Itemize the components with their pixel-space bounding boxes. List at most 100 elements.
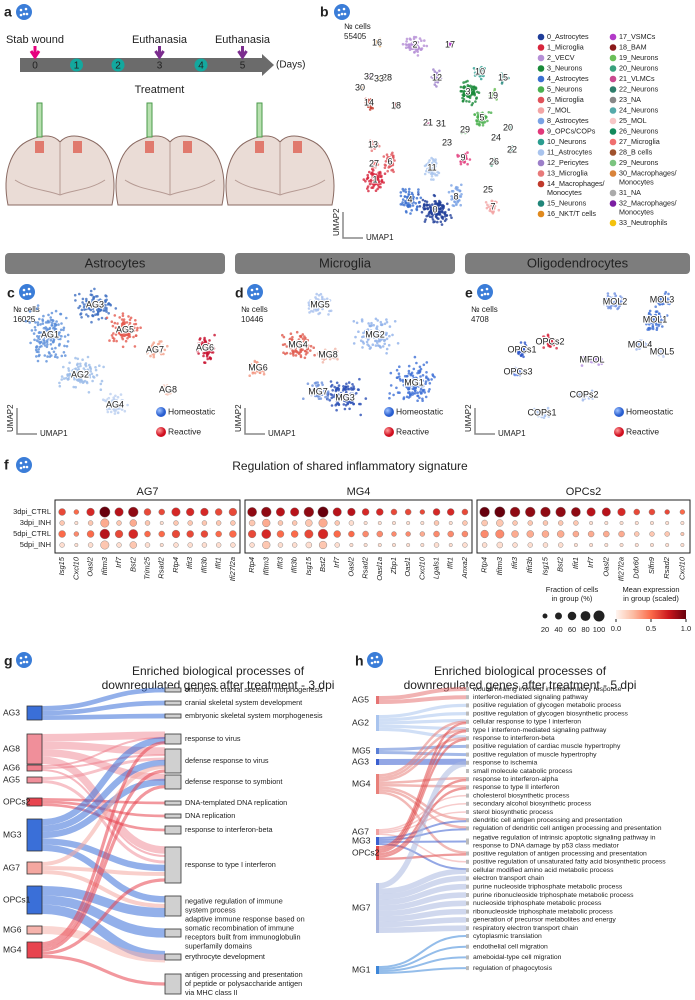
target-node	[466, 752, 469, 757]
cell-point	[422, 44, 426, 47]
cell-point	[337, 384, 341, 387]
cell-point	[431, 172, 434, 175]
color-tick-label: 0.5	[646, 624, 656, 633]
cluster-label: 18	[391, 100, 401, 110]
legend-swatch	[537, 128, 545, 135]
legend-swatch	[537, 200, 545, 207]
cell-point	[375, 144, 379, 147]
cell-point	[423, 204, 426, 207]
cell-point	[414, 202, 418, 205]
cells-count: 16025	[13, 315, 36, 324]
dot	[318, 518, 328, 528]
cell-point	[86, 368, 90, 372]
cell-point	[62, 351, 66, 354]
dot	[527, 542, 533, 548]
cell-point	[482, 118, 486, 121]
cell-point	[379, 320, 383, 324]
group-title: AG7	[136, 486, 158, 498]
cell-point	[368, 324, 372, 328]
day-label: 4	[198, 61, 204, 72]
legend-swatch	[537, 170, 545, 177]
cell-point	[162, 352, 165, 356]
term-label: antigen processing and presentation	[185, 970, 303, 979]
cell-point	[423, 164, 427, 168]
cell-point	[62, 377, 66, 380]
dot	[649, 531, 655, 537]
cell-point	[470, 103, 474, 107]
source-label: OPCs1	[3, 894, 31, 904]
term-label: cranial skeletal system development	[185, 698, 302, 707]
cell-point	[157, 344, 160, 348]
cell-point	[110, 334, 114, 337]
cell-point	[107, 312, 110, 315]
cell-point	[59, 337, 62, 341]
cell-point	[85, 299, 88, 303]
cell-point	[475, 119, 478, 122]
cluster-label: AG4	[106, 399, 124, 409]
dot	[58, 508, 66, 516]
source-node	[376, 748, 379, 754]
cell-point	[469, 87, 473, 91]
target-node	[164, 953, 182, 961]
gene-label: Ifit3b	[290, 557, 299, 573]
cell-point	[401, 42, 405, 46]
dot	[100, 540, 110, 550]
icon-dot	[255, 287, 259, 291]
cell-point	[375, 163, 379, 167]
cell-point	[320, 381, 324, 385]
cell-point	[73, 370, 76, 374]
cell-point	[459, 85, 463, 89]
cell-point	[76, 371, 79, 374]
gene-label: Rsad2	[662, 556, 671, 579]
cell-point	[74, 367, 78, 371]
cell-point	[39, 323, 42, 326]
cell-point	[85, 370, 88, 373]
term-label: endothelial cell migration	[473, 943, 548, 950]
target-node	[466, 859, 469, 864]
cell-point	[651, 327, 655, 331]
cell-point	[384, 164, 388, 167]
cell-point	[399, 191, 403, 194]
cell-point	[49, 336, 53, 340]
cell-point	[59, 312, 62, 316]
dot	[363, 543, 368, 547]
dot	[99, 506, 111, 518]
cell-point	[445, 214, 449, 217]
gene-label: Oasl1	[403, 557, 412, 577]
cell-point	[463, 161, 466, 164]
source-node	[376, 837, 379, 845]
term-label: positive regulation of antigen processin…	[473, 850, 647, 857]
dot	[249, 542, 255, 548]
term-label: type I interferon-mediated signaling pat…	[473, 727, 607, 734]
icon-dot	[19, 466, 23, 470]
cell-point	[398, 365, 401, 369]
cell-point	[166, 390, 170, 393]
cell-point	[84, 306, 87, 310]
axis-label: UMAP2	[234, 404, 243, 432]
dot	[230, 542, 236, 548]
cell-point	[420, 210, 424, 214]
cell-point	[348, 407, 351, 411]
cell-point	[331, 389, 335, 392]
cell-point	[450, 184, 453, 187]
cell-point	[88, 363, 91, 367]
cell-point	[291, 349, 294, 352]
dot	[262, 540, 271, 550]
gene-label: Isg15	[540, 556, 549, 575]
cell-point	[422, 207, 426, 211]
dot	[555, 506, 566, 518]
term-label: positive regulation of muscle hypertroph…	[473, 751, 597, 758]
target-node	[466, 893, 469, 897]
cell-point	[306, 382, 310, 386]
cell-point	[32, 332, 36, 335]
dot	[87, 520, 94, 526]
cell-point	[616, 307, 619, 311]
cell-point	[369, 139, 372, 143]
cell-point	[116, 411, 120, 415]
cell-point	[37, 337, 40, 340]
cell-point	[319, 292, 323, 296]
cell-point	[409, 195, 413, 199]
dot	[318, 540, 328, 550]
dot	[348, 530, 355, 538]
legend-entry: 4_Astrocytes	[547, 74, 589, 83]
